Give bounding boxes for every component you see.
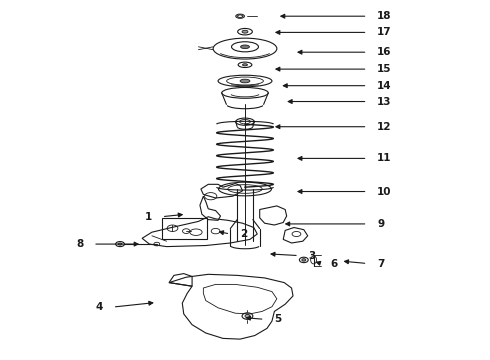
Ellipse shape xyxy=(236,14,245,18)
Ellipse shape xyxy=(302,258,306,261)
Ellipse shape xyxy=(242,30,248,33)
Text: 2: 2 xyxy=(240,229,247,239)
Ellipse shape xyxy=(243,64,247,66)
Ellipse shape xyxy=(238,15,243,18)
Ellipse shape xyxy=(245,315,250,318)
Text: 7: 7 xyxy=(377,258,385,269)
Text: 5: 5 xyxy=(274,314,282,324)
Text: 18: 18 xyxy=(377,11,392,21)
Text: 10: 10 xyxy=(377,186,392,197)
Text: 9: 9 xyxy=(377,219,385,229)
Text: 8: 8 xyxy=(76,239,83,249)
Ellipse shape xyxy=(240,79,250,83)
Bar xyxy=(162,218,207,239)
Text: 13: 13 xyxy=(377,96,392,107)
Text: 16: 16 xyxy=(377,47,392,57)
Text: 3: 3 xyxy=(309,251,316,261)
Ellipse shape xyxy=(118,243,122,245)
Text: 1: 1 xyxy=(145,212,152,222)
Ellipse shape xyxy=(241,45,249,49)
Text: 12: 12 xyxy=(377,122,392,132)
Text: 4: 4 xyxy=(96,302,103,312)
Text: 6: 6 xyxy=(331,258,338,269)
Text: 11: 11 xyxy=(377,153,392,163)
Text: 17: 17 xyxy=(377,27,392,37)
Text: 15: 15 xyxy=(377,64,392,74)
Text: 14: 14 xyxy=(377,81,392,91)
